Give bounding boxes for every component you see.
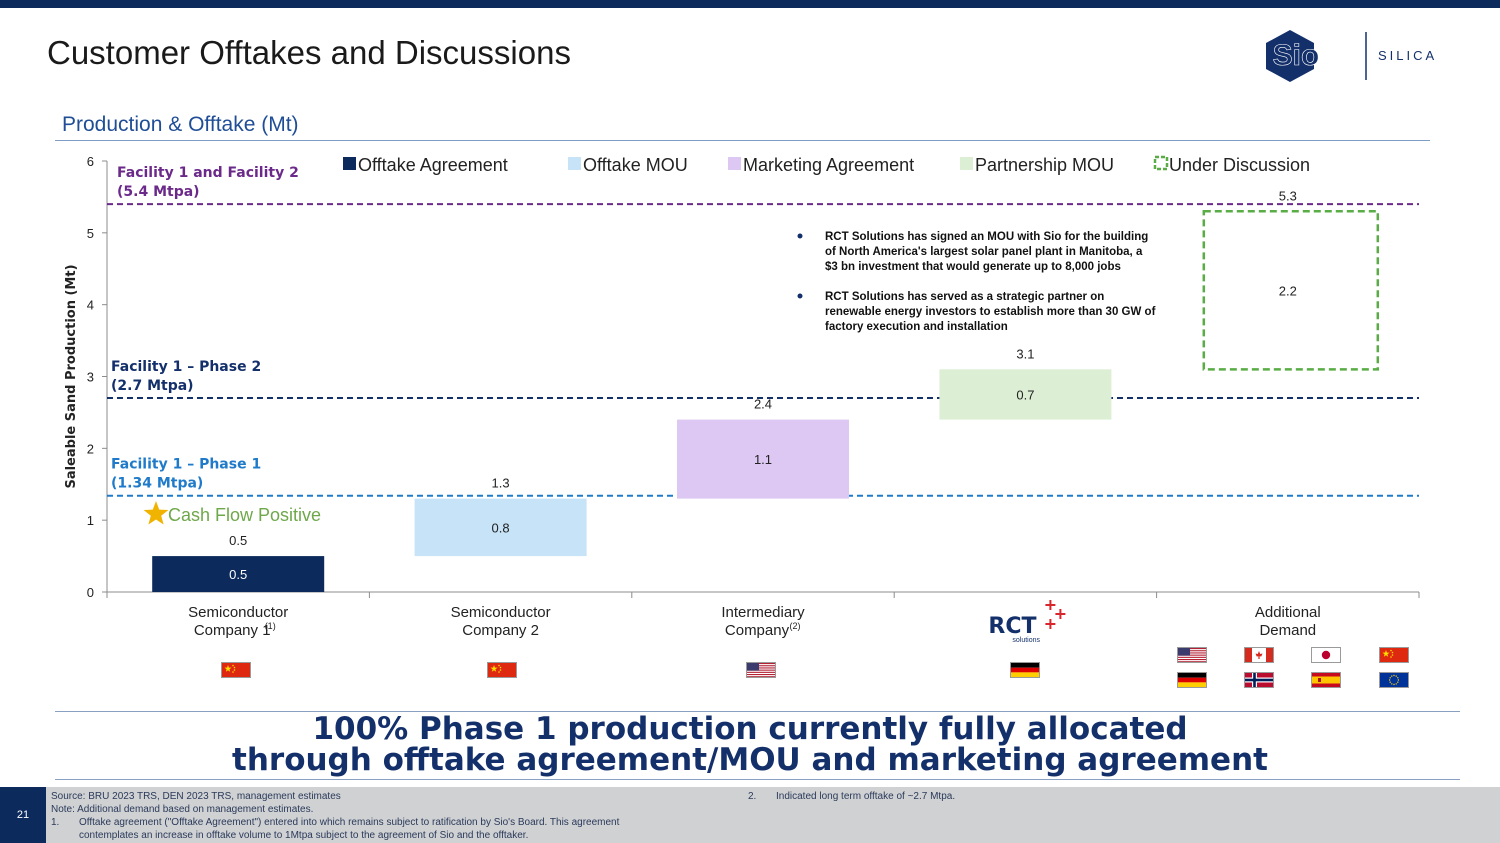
- y-tick-label: 6: [87, 154, 94, 169]
- section-title: Production & Offtake (Mt): [62, 113, 299, 136]
- bar-total-label: 0.5: [229, 533, 247, 548]
- rct-spark-icon: [1045, 600, 1056, 610]
- rct-logo-wordmark: RCT: [988, 614, 1036, 639]
- page-title: Customer Offtakes and Discussions: [47, 34, 571, 71]
- y-tick-label: 1: [87, 513, 94, 528]
- bullet-text-line: $3 bn investment that would generate up …: [825, 261, 1121, 273]
- y-tick-label: 0: [87, 585, 94, 600]
- china-flag-icon: [487, 662, 517, 678]
- footnote-2-text: Indicated long term offtake of ~2.7 Mtpa…: [776, 791, 956, 802]
- legend-swatch: [1153, 155, 1169, 171]
- top-accent-bar: [0, 0, 1500, 8]
- reference-line-label: Facility 1 and Facility 2: [117, 165, 299, 181]
- category-footnote-marker: (2): [790, 621, 801, 631]
- category-label-line-1: Additional: [1255, 604, 1321, 621]
- legend-label: Under Discussion: [1169, 155, 1310, 175]
- category-label-line-2: Company: [725, 622, 790, 639]
- sio-silica-logo: Sio SILICA: [1266, 30, 1437, 82]
- bar-value-label: 0.5: [229, 567, 247, 582]
- headline-divider-top: [55, 711, 1460, 712]
- bar: [939, 369, 1112, 420]
- rct-spark-icon: [1055, 609, 1066, 619]
- bar-value-label: 2.2: [1279, 283, 1297, 298]
- reference-line-label: Facility 1 – Phase 1: [111, 457, 261, 473]
- bar-total-label: 2.4: [754, 397, 772, 412]
- bar: [1202, 210, 1380, 371]
- footnote-1-number: 1.: [51, 817, 60, 828]
- japan-flag-icon: [1311, 647, 1341, 663]
- bullet-text-line: RCT Solutions has served as a strategic …: [825, 291, 1104, 303]
- norway-flag-icon: [1244, 672, 1274, 688]
- footnote-2-number: 2.: [748, 791, 757, 802]
- germany-flag-icon: [1010, 662, 1040, 678]
- reference-line-value: (2.7 Mtpa): [111, 378, 194, 394]
- y-tick-label: 2: [87, 441, 94, 456]
- headline-line-1: 100% Phase 1 production currently fully …: [312, 711, 1188, 747]
- china-flag-icon: [1379, 647, 1409, 663]
- legend-label: Marketing Agreement: [743, 155, 914, 175]
- bullet-text-line: factory execution and installation: [825, 321, 1008, 333]
- usa-flag-icon: [746, 662, 776, 678]
- bullet-text-line: renewable energy investors to establish …: [825, 306, 1156, 318]
- eu-flag-icon: [1379, 672, 1409, 688]
- germany-flag-icon: [1177, 672, 1207, 688]
- bullet-marker: [797, 233, 803, 239]
- reference-line-label: Facility 1 – Phase 2: [111, 359, 261, 375]
- headline: 100% Phase 1 production currently fully …: [0, 714, 1500, 776]
- footnote-1-line-1: Offtake agreement ("Offtake Agreement") …: [79, 817, 620, 828]
- waterfall-chart: 0 1 2 3 4 5 6 Saleable Sand Production (Mt) Faci…: [64, 154, 1420, 644]
- cash-flow-positive-label: Cash Flow Positive: [168, 505, 321, 525]
- reference-line-value: (1.34 Mtpa): [111, 476, 203, 492]
- logo-wordmark: SILICA: [1378, 48, 1437, 63]
- bar-value-label: 1.1: [754, 452, 772, 467]
- y-axis-label: Saleable Sand Production (Mt): [64, 264, 79, 488]
- bar-total-label: 1.3: [492, 476, 510, 491]
- bar: [152, 556, 325, 592]
- bullet-text-line: of North America's largest solar panel p…: [825, 246, 1143, 258]
- y-tick-label: 3: [87, 370, 94, 385]
- logo-mark: Sio: [1273, 39, 1320, 72]
- bar-total-label: 5.3: [1279, 188, 1297, 203]
- rct-logo-subtext: solutions: [1012, 637, 1040, 644]
- legend-swatch: [568, 157, 581, 170]
- y-tick-label: 4: [87, 298, 94, 313]
- category-label-line-1: Semiconductor: [188, 604, 288, 621]
- bar: [677, 419, 849, 499]
- footnote-note: Note: Additional demand based on managem…: [51, 804, 314, 815]
- bullet-text-line: RCT Solutions has signed an MOU with Sio…: [825, 231, 1148, 243]
- bullet-marker: [797, 293, 803, 299]
- legend-label: Offtake Agreement: [358, 155, 508, 175]
- bar-total-label: 3.1: [1016, 346, 1034, 361]
- section-divider: [55, 140, 1430, 141]
- china-flag-icon: [221, 662, 251, 678]
- category-label-line-2: Company 2: [462, 622, 539, 639]
- legend-swatch: [343, 157, 356, 170]
- bar-value-label: 0.8: [492, 520, 510, 535]
- canada-flag-icon: [1244, 647, 1274, 663]
- headline-line-2: through offtake agreement/MOU and market…: [232, 742, 1268, 778]
- page-number: 21: [0, 787, 46, 843]
- spain-flag-icon: [1311, 672, 1341, 688]
- category-label-line-2: Demand: [1259, 622, 1316, 639]
- category-label-line-1: Intermediary: [721, 604, 805, 621]
- legend-swatch: [728, 157, 741, 170]
- footer-bar: [0, 787, 1500, 843]
- bar-value-label: 0.7: [1016, 387, 1034, 402]
- category-label-line-2: Company 1: [194, 622, 271, 639]
- category-label-line-1: Semiconductor: [451, 604, 551, 621]
- legend-label: Partnership MOU: [975, 155, 1114, 175]
- footnote-1-line-2: contemplates an increase in offtake volu…: [79, 830, 529, 841]
- legend-swatch: [960, 157, 973, 170]
- category-footnote-marker: (1): [265, 621, 276, 631]
- headline-divider-bottom: [55, 779, 1460, 780]
- reference-line-value: (5.4 Mtpa): [117, 184, 200, 200]
- y-tick-label: 5: [87, 226, 94, 241]
- footnote-source: Source: BRU 2023 TRS, DEN 2023 TRS, mana…: [51, 791, 341, 802]
- usa-flag-icon: [1177, 647, 1207, 663]
- rct-spark-icon: [1045, 619, 1056, 629]
- star-icon: [143, 501, 169, 525]
- bar: [414, 498, 587, 557]
- legend-label: Offtake MOU: [583, 155, 688, 175]
